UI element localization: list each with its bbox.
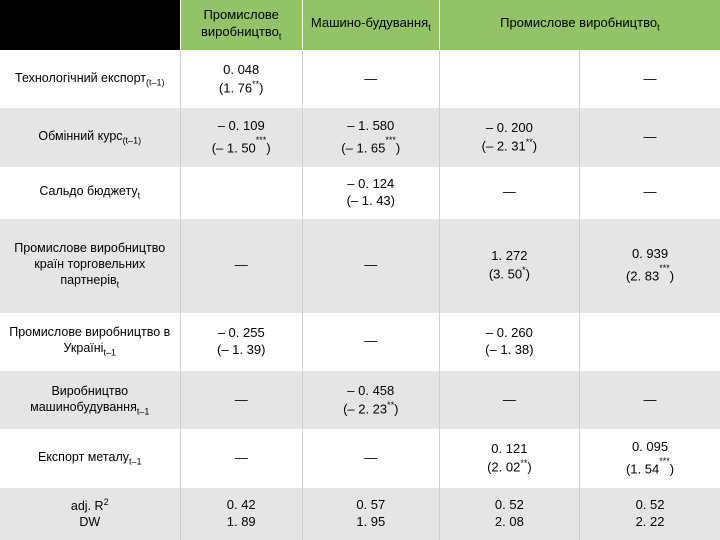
value-cell: — <box>302 429 439 487</box>
value-cell: — <box>439 167 579 219</box>
table-body: Технологічний експорт(t–1)0. 048(1. 76**… <box>0 50 720 540</box>
header-col1: Промислове виробництвоt <box>180 0 302 50</box>
regression-table: Промислове виробництвоt Машино-будування… <box>0 0 720 540</box>
value-cell: — <box>180 429 302 487</box>
value-cell: 0. 048(1. 76**) <box>180 50 302 108</box>
header-row: Промислове виробництвоt Машино-будування… <box>0 0 720 50</box>
value-cell: – 0. 260(– 1. 38) <box>439 313 579 371</box>
value-cell: 0. 939(2. 83***) <box>580 219 720 313</box>
row-label-cell: Промислове виробництво країн торговельни… <box>0 219 180 313</box>
value-cell: – 0. 200(– 2. 31**) <box>439 108 579 166</box>
value-cell: — <box>180 219 302 313</box>
table-row: Технологічний експорт(t–1)0. 048(1. 76**… <box>0 50 720 108</box>
value-cell: — <box>302 219 439 313</box>
table-row: Сальдо бюджетуt– 0. 124(– 1. 43)—— <box>0 167 720 219</box>
value-cell: – 0. 109(– 1. 50***) <box>180 108 302 166</box>
value-cell: – 0. 458(– 2. 23**) <box>302 371 439 429</box>
table-row: Експорт металуt–1——0. 121(2. 02**)0. 095… <box>0 429 720 487</box>
row-label-cell: Технологічний експорт(t–1) <box>0 50 180 108</box>
row-label-cell: Експорт металуt–1 <box>0 429 180 487</box>
row-label-cell: Виробництво машинобудуванняt–1 <box>0 371 180 429</box>
value-cell: – 1. 580(– 1. 65***) <box>302 108 439 166</box>
value-cell: — <box>580 371 720 429</box>
value-cell: — <box>439 371 579 429</box>
value-cell: — <box>580 167 720 219</box>
row-label-cell: adj. R2DW <box>0 488 180 540</box>
value-cell: — <box>580 50 720 108</box>
value-cell: — <box>580 108 720 166</box>
value-cell: 0. 522. 22 <box>580 488 720 540</box>
value-cell: 0. 421. 89 <box>180 488 302 540</box>
table-row: Промислове виробництво в Україніt–1– 0. … <box>0 313 720 371</box>
header-col34: Промислове виробництвоt <box>439 0 720 50</box>
value-cell <box>439 50 579 108</box>
header-blank <box>0 0 180 50</box>
row-label-cell: Сальдо бюджетуt <box>0 167 180 219</box>
value-cell: — <box>302 50 439 108</box>
value-cell <box>580 313 720 371</box>
value-cell: 0. 571. 95 <box>302 488 439 540</box>
value-cell: 0. 121(2. 02**) <box>439 429 579 487</box>
row-label-cell: Промислове виробництво в Україніt–1 <box>0 313 180 371</box>
table-row: adj. R2DW0. 421. 890. 571. 950. 522. 080… <box>0 488 720 540</box>
value-cell: 0. 522. 08 <box>439 488 579 540</box>
value-cell: – 0. 255(– 1. 39) <box>180 313 302 371</box>
table-row: Виробництво машинобудуванняt–1—– 0. 458(… <box>0 371 720 429</box>
table-row: Промислове виробництво країн торговельни… <box>0 219 720 313</box>
table-row: Обмінний курс(t–1)– 0. 109(– 1. 50***)– … <box>0 108 720 166</box>
value-cell: — <box>180 371 302 429</box>
row-label-cell: Обмінний курс(t–1) <box>0 108 180 166</box>
value-cell: – 0. 124(– 1. 43) <box>302 167 439 219</box>
value-cell: 1. 272(3. 50*) <box>439 219 579 313</box>
value-cell <box>180 167 302 219</box>
value-cell: 0. 095(1. 54***) <box>580 429 720 487</box>
header-col2: Машино-будуванняt <box>302 0 439 50</box>
value-cell: — <box>302 313 439 371</box>
